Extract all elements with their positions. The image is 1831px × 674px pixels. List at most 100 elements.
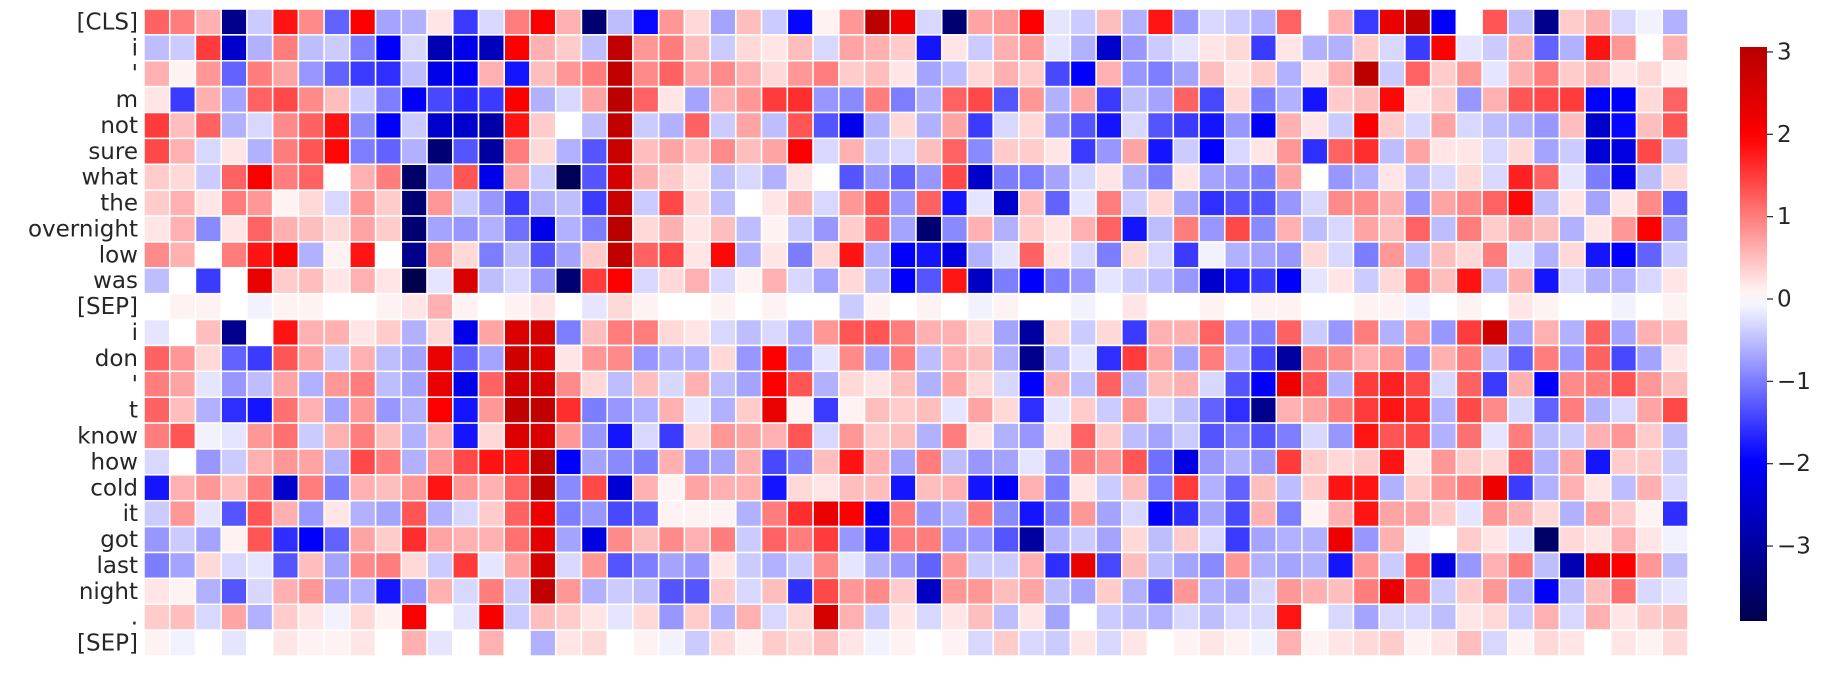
heatmap-cell [1018, 629, 1046, 657]
heatmap-cell [1635, 370, 1664, 398]
heatmap-cell [271, 525, 300, 554]
heatmap-cell [838, 85, 866, 114]
heatmap-cell [168, 267, 197, 295]
heatmap-cell [349, 163, 377, 191]
heatmap-cell [709, 629, 737, 657]
heatmap-cell [220, 8, 248, 36]
heatmap-cell [1095, 344, 1123, 373]
heatmap-cell [529, 241, 557, 269]
heatmap-cell [143, 499, 171, 528]
heatmap-cell [1661, 163, 1689, 191]
heatmap-cell [735, 551, 763, 580]
heatmap-cell [349, 60, 377, 88]
y-tick-label: cold [90, 475, 138, 501]
heatmap-cell [606, 629, 634, 657]
heatmap-cell [168, 8, 197, 36]
heatmap-cell [1584, 292, 1612, 321]
heatmap-cell [709, 111, 737, 140]
heatmap-cell [863, 474, 892, 502]
heatmap-cell [632, 629, 660, 657]
heatmap-cell [1455, 474, 1483, 502]
heatmap-cell [1404, 499, 1432, 528]
heatmap-cell [735, 111, 763, 140]
heatmap-cell [1558, 189, 1586, 217]
heatmap-cell [992, 34, 1020, 62]
heatmap-cell [1352, 292, 1380, 321]
heatmap-cell [1043, 189, 1072, 217]
heatmap-cell [194, 85, 222, 114]
heatmap-cell [323, 474, 351, 502]
heatmap-cell [1301, 603, 1329, 631]
heatmap-cell [297, 318, 325, 347]
heatmap-cell [1429, 577, 1458, 605]
y-tick-label: got [100, 527, 138, 553]
heatmap-cell [1404, 189, 1432, 217]
heatmap-cell [426, 499, 454, 528]
heatmap-cell [1224, 396, 1252, 424]
heatmap-cell [194, 34, 222, 62]
heatmap-cell [657, 422, 686, 450]
heatmap-cell [168, 111, 197, 140]
heatmap-cell [966, 629, 994, 657]
heatmap-cell [1635, 163, 1664, 191]
heatmap-cell [838, 629, 866, 657]
heatmap-cell [966, 370, 994, 398]
heatmap-cell [503, 474, 531, 502]
heatmap-cell [1429, 189, 1458, 217]
heatmap-cell [271, 8, 300, 36]
heatmap-cell [1069, 111, 1097, 140]
heatmap-cell [889, 189, 917, 217]
heatmap-cell [1326, 603, 1355, 631]
heatmap-cell [1172, 292, 1200, 321]
heatmap-cell [1507, 474, 1535, 502]
heatmap-cell [374, 292, 403, 321]
heatmap-cell [812, 629, 840, 657]
heatmap-cell [812, 111, 840, 140]
heatmap-cell [786, 215, 814, 243]
heatmap-cell [786, 292, 814, 321]
heatmap-cell [1455, 267, 1483, 295]
heatmap-cell [992, 241, 1020, 269]
heatmap-cell [966, 8, 994, 36]
heatmap-cell [683, 370, 711, 398]
heatmap-cell [940, 474, 969, 502]
heatmap-cell [709, 267, 737, 295]
heatmap-cell [503, 318, 531, 347]
heatmap-cell [1455, 60, 1483, 88]
heatmap-cell [1198, 189, 1226, 217]
heatmap-cell [735, 163, 763, 191]
heatmap-cell [1661, 499, 1689, 528]
heatmap-cell [1429, 551, 1458, 580]
heatmap-cell [220, 215, 248, 243]
heatmap-cell [1481, 111, 1509, 140]
heatmap-cell [452, 267, 480, 295]
heatmap-cell [786, 396, 814, 424]
heatmap-cell [657, 474, 686, 502]
heatmap-cell [580, 137, 608, 166]
heatmap-cell [297, 137, 325, 166]
heatmap-cell [1610, 396, 1638, 424]
heatmap-cell [1095, 163, 1123, 191]
heatmap-cell [863, 318, 892, 347]
heatmap-cell [1610, 577, 1638, 605]
heatmap-cell [966, 292, 994, 321]
heatmap-cell [503, 85, 531, 114]
heatmap-cell [1326, 215, 1355, 243]
heatmap-cell [1481, 163, 1509, 191]
heatmap-cell [143, 525, 171, 554]
heatmap-cell [1610, 318, 1638, 347]
heatmap-cell [632, 292, 660, 321]
heatmap-cell [452, 292, 480, 321]
heatmap-cell [194, 603, 222, 631]
heatmap-cell [1610, 60, 1638, 88]
heatmap-cell [889, 396, 917, 424]
heatmap-cell [915, 85, 943, 114]
heatmap-cell [1481, 8, 1509, 36]
heatmap-cell [1455, 370, 1483, 398]
heatmap-cell [271, 267, 300, 295]
heatmap-cell [1095, 629, 1123, 657]
heatmap-cell [1558, 396, 1586, 424]
heatmap-cell [1610, 370, 1638, 398]
heatmap-cell [1455, 525, 1483, 554]
heatmap-cell [477, 241, 506, 269]
